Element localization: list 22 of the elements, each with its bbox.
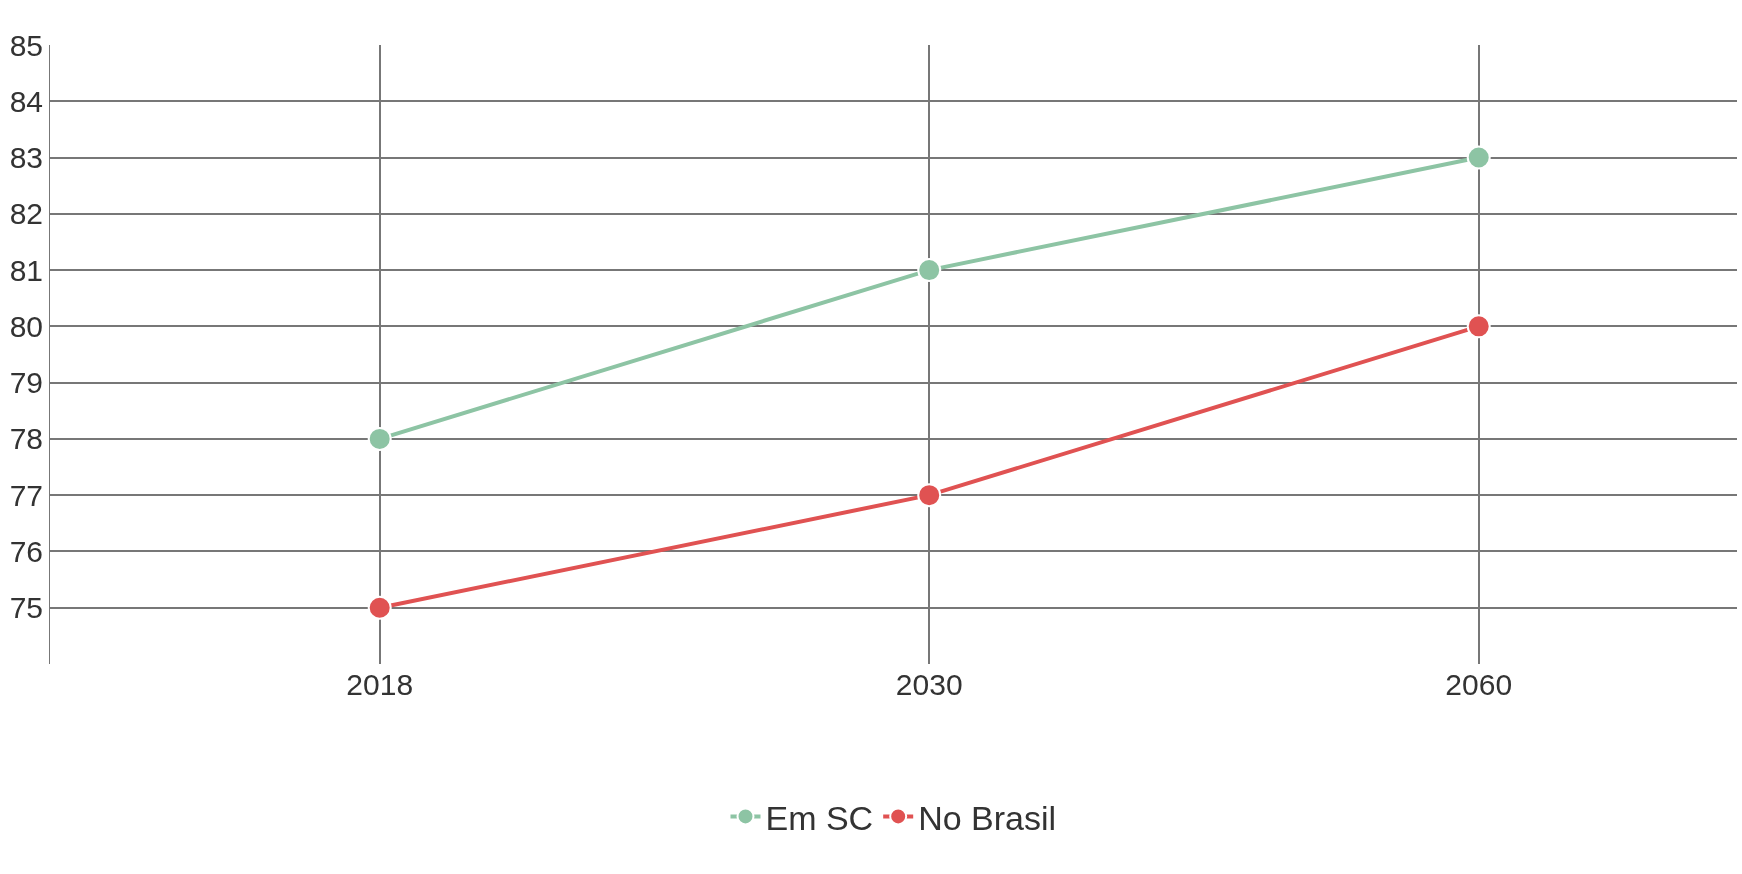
x-tick-label: 2060 [1445,668,1513,701]
x-tick-label: 2030 [895,668,963,701]
point [1466,145,1491,170]
y-tick-label: 83 [9,141,43,175]
point [917,258,942,283]
point [367,426,392,451]
y-tick-label: 80 [9,309,43,343]
y-tick-label: 77 [9,478,43,512]
y-tick-label: 75 [9,591,43,625]
legend-label: No Brasil [918,798,1057,837]
y-tick-label: 76 [9,534,43,568]
x-tick-label: 2018 [346,668,414,701]
legend-label: Em SC [765,798,874,837]
y-tick-label: 85 [9,28,43,62]
y-tick-label: 78 [9,422,43,456]
y-tick-label: 82 [9,197,43,231]
y-tick-label: 84 [9,84,43,118]
point [917,483,942,508]
y-tick-label: 81 [9,253,43,287]
y-tick-label: 79 [9,366,43,400]
point [367,595,392,620]
point [1466,314,1491,339]
